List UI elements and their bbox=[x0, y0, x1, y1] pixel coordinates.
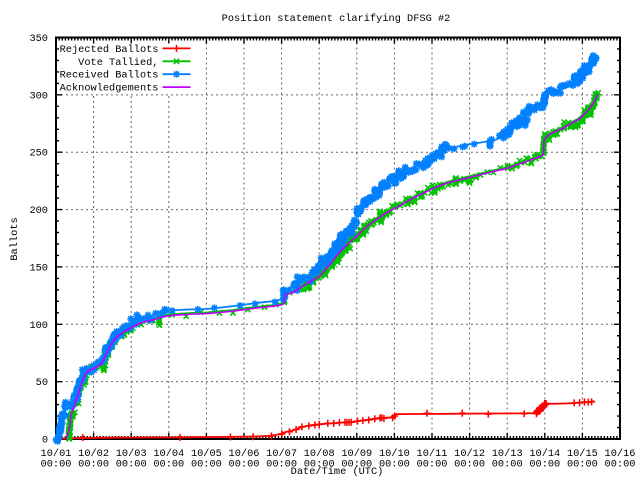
svg-text:0: 0 bbox=[42, 435, 48, 447]
svg-text:10/07: 10/07 bbox=[266, 448, 297, 460]
svg-text:300: 300 bbox=[29, 90, 48, 102]
svg-text:00:00: 00:00 bbox=[379, 459, 410, 471]
svg-text:00:00: 00:00 bbox=[605, 459, 636, 471]
svg-text:10/09: 10/09 bbox=[341, 448, 372, 460]
svg-text:50: 50 bbox=[36, 377, 48, 389]
svg-text:150: 150 bbox=[29, 262, 48, 274]
svg-text:00:00: 00:00 bbox=[229, 459, 260, 471]
svg-text:10/04: 10/04 bbox=[153, 448, 184, 460]
svg-text:Position statement clarifying: Position statement clarifying DFSG #2 bbox=[222, 13, 451, 25]
svg-text:200: 200 bbox=[29, 205, 48, 217]
svg-text:350: 350 bbox=[29, 33, 48, 45]
svg-text:100: 100 bbox=[29, 320, 48, 332]
svg-text:10/12: 10/12 bbox=[454, 448, 485, 460]
svg-text:10/11: 10/11 bbox=[417, 448, 448, 460]
svg-text:00:00: 00:00 bbox=[529, 459, 560, 471]
svg-text:10/14: 10/14 bbox=[529, 448, 560, 460]
svg-text:00:00: 00:00 bbox=[116, 459, 147, 471]
svg-text:00:00: 00:00 bbox=[492, 459, 523, 471]
svg-text:Vote Tallied,: Vote Tallied, bbox=[78, 57, 158, 69]
svg-text:00:00: 00:00 bbox=[266, 459, 297, 471]
svg-text:250: 250 bbox=[29, 148, 48, 160]
svg-text:10/02: 10/02 bbox=[78, 448, 109, 460]
svg-text:10/16: 10/16 bbox=[605, 448, 636, 460]
svg-text:00:00: 00:00 bbox=[41, 459, 72, 471]
svg-text:00:00: 00:00 bbox=[341, 459, 372, 471]
svg-text:00:00: 00:00 bbox=[567, 459, 598, 471]
svg-text:10/13: 10/13 bbox=[492, 448, 523, 460]
svg-text:Date/Time (UTC): Date/Time (UTC) bbox=[291, 466, 384, 478]
svg-text:10/01: 10/01 bbox=[41, 448, 72, 460]
svg-text:10/06: 10/06 bbox=[229, 448, 260, 460]
svg-text:00:00: 00:00 bbox=[153, 459, 184, 471]
svg-text:Ballots: Ballots bbox=[9, 217, 21, 260]
svg-text:Acknowledgements: Acknowledgements bbox=[60, 83, 159, 95]
svg-text:00:00: 00:00 bbox=[78, 459, 109, 471]
svg-text:Rejected Ballots: Rejected Ballots bbox=[60, 44, 159, 56]
svg-text:00:00: 00:00 bbox=[191, 459, 222, 471]
svg-text:Received Ballots: Received Ballots bbox=[60, 70, 159, 82]
svg-text:00:00: 00:00 bbox=[454, 459, 485, 471]
svg-text:10/03: 10/03 bbox=[116, 448, 147, 460]
svg-text:10/10: 10/10 bbox=[379, 448, 410, 460]
svg-text:00:00: 00:00 bbox=[417, 459, 448, 471]
svg-text:00:00: 00:00 bbox=[304, 459, 335, 471]
svg-text:10/05: 10/05 bbox=[191, 448, 222, 460]
svg-text:10/15: 10/15 bbox=[567, 448, 598, 460]
svg-text:10/08: 10/08 bbox=[304, 448, 335, 460]
